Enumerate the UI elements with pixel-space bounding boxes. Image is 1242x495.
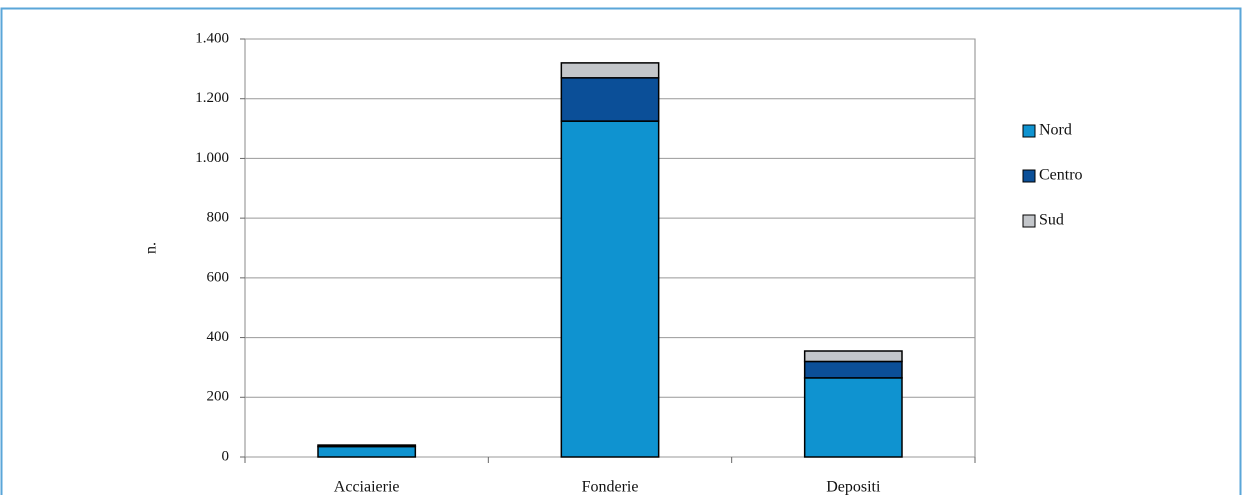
bar-segment: [560, 120, 660, 458]
y-tick-label: 1.000: [195, 150, 229, 166]
bar-segment: [317, 445, 417, 458]
bar-segment: [803, 377, 903, 458]
frame: [0, 7, 1242, 495]
legend-label: Sud: [1039, 212, 1064, 229]
bar-segment: [560, 62, 660, 79]
bar-segment: [317, 444, 417, 448]
y-tick-label: 400: [207, 329, 230, 345]
legend-swatch: [1022, 169, 1036, 183]
legend-swatch: [1022, 124, 1036, 138]
legend-swatch: [1022, 214, 1036, 228]
y-tick-label: 600: [207, 269, 230, 285]
y-tick-label: 0: [222, 448, 230, 464]
legend-label: Centro: [1039, 167, 1083, 184]
x-tick-label: Depositi: [826, 479, 881, 495]
bar-segment: [803, 350, 903, 363]
y-tick-label: 800: [207, 210, 230, 226]
y-tick-label: 200: [207, 389, 230, 405]
y-axis-label: n.: [143, 242, 160, 254]
legend-label: Nord: [1039, 122, 1072, 139]
bar-segment: [803, 360, 903, 379]
x-tick-label: Fonderie: [582, 479, 639, 495]
bar-segment: [560, 77, 660, 122]
x-tick-label: Acciaierie: [334, 479, 400, 495]
y-tick-label: 1.200: [195, 90, 229, 106]
y-tick-label: 1.400: [195, 30, 229, 46]
